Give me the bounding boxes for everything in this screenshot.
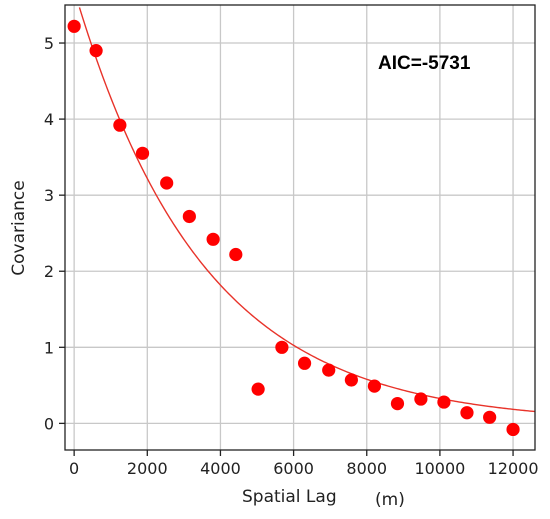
plot-frame <box>64 4 536 451</box>
data-point <box>160 176 174 190</box>
y-tick-label: 2 <box>44 262 54 281</box>
grid <box>65 5 535 450</box>
data-point <box>229 247 243 262</box>
aic-annotation: AIC=-5731 <box>378 53 471 74</box>
data-point <box>67 19 81 33</box>
x-axis-ticks: 0 2000 4000 6000 8000 10000 12000 <box>69 450 539 478</box>
x-axis-label: Spatial Lag <box>242 487 337 507</box>
data-point <box>135 146 150 160</box>
data-point <box>460 406 474 420</box>
x-tick-label: 8000 <box>346 459 387 478</box>
data-point <box>89 44 103 58</box>
x-tick-label: 12000 <box>488 459 539 478</box>
data-point <box>414 392 428 406</box>
x-axis-unit: (m) <box>375 490 405 510</box>
y-tick-label: 5 <box>44 34 54 53</box>
y-tick-label: 3 <box>44 186 54 205</box>
data-point <box>344 373 358 387</box>
x-tick-label: 6000 <box>273 459 314 478</box>
data-point <box>113 118 127 132</box>
fit-curve-layer <box>78 7 536 413</box>
data-point <box>275 340 289 354</box>
y-tick-label: 0 <box>44 414 54 433</box>
x-tick-label: 0 <box>69 459 79 478</box>
data-point <box>367 379 382 393</box>
x-tick-label: 4000 <box>200 459 241 478</box>
y-axis-label: Covariance <box>9 180 29 275</box>
x-tick-label: 10000 <box>414 459 465 478</box>
fit-curve <box>78 7 536 413</box>
data-point <box>182 209 196 224</box>
x-tick-label: 2000 <box>127 459 168 478</box>
data-point <box>206 232 220 246</box>
data-point <box>506 422 520 437</box>
data-point <box>322 363 336 377</box>
data-point <box>251 382 265 396</box>
data-point <box>483 410 497 424</box>
y-axis-ticks: 0 1 2 3 4 5 <box>44 34 65 433</box>
data-point <box>437 395 451 409</box>
data-point <box>390 396 405 411</box>
y-tick-label: 4 <box>44 110 54 129</box>
y-tick-label: 1 <box>44 338 54 357</box>
data-point <box>297 356 312 370</box>
data-points <box>67 19 520 437</box>
